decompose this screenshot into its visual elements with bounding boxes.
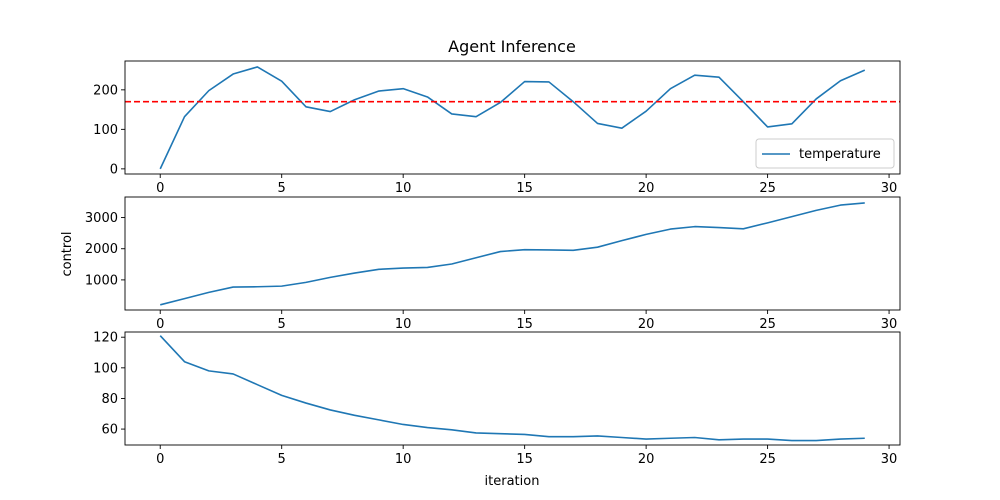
y-tick-label-1-1000: 1000 bbox=[85, 273, 118, 288]
x-tick-label-0-5: 5 bbox=[278, 181, 286, 196]
x-tick-label-1-25: 25 bbox=[759, 317, 776, 332]
y-tick-label-2-120: 120 bbox=[93, 331, 118, 346]
control-axes: 0 5 10 15 20 25 30 1000 2000 3000 bbox=[85, 196, 901, 332]
x-tick-label-0-20: 20 bbox=[638, 181, 655, 196]
x-tick-label-2-25: 25 bbox=[759, 452, 776, 467]
y-tick-label-2-60: 60 bbox=[101, 423, 118, 438]
y-tick-label-1-3000: 3000 bbox=[85, 211, 118, 226]
x-tick-label-2-15: 15 bbox=[516, 452, 533, 467]
y-tick-label-2-100: 100 bbox=[93, 361, 118, 376]
legend-box bbox=[755, 138, 895, 169]
x-tick-label-1-5: 5 bbox=[278, 317, 286, 332]
x-tick-label-1-30: 30 bbox=[881, 317, 898, 332]
axes-frame-0 bbox=[124, 60, 901, 175]
y-tick-label-1-2000: 2000 bbox=[85, 242, 118, 257]
x-tick-label-2-5: 5 bbox=[278, 452, 286, 467]
y-tick-label-0-200: 200 bbox=[93, 83, 118, 98]
x-tick-label-0-0: 0 bbox=[156, 181, 164, 196]
legend-label-temperature: temperature bbox=[799, 147, 881, 162]
x-tick-label-1-0: 0 bbox=[156, 317, 164, 332]
x-tick-label-0-10: 10 bbox=[395, 181, 412, 196]
temperature-plot-area bbox=[125, 66, 900, 170]
series-line-1-0 bbox=[160, 202, 865, 306]
axes-frame-2 bbox=[124, 331, 901, 446]
third-panel: 0 5 10 15 20 25 30 60 80 100 120 iteration bbox=[93, 331, 901, 489]
x-axis-label: iteration bbox=[485, 474, 540, 489]
y-axis-label-control: control bbox=[60, 231, 75, 276]
control-panel: 0 5 10 15 20 25 30 1000 2000 3000 control bbox=[60, 196, 901, 332]
series-line-0-0 bbox=[159, 66, 866, 170]
x-tick-label-2-10: 10 bbox=[395, 452, 412, 467]
temperature-panel: Agent Inference 0 5 10 15 20 25 30 0 100 200 temp… bbox=[93, 37, 901, 196]
temperature-axes: 0 5 10 15 20 25 30 0 100 200 bbox=[93, 60, 901, 196]
y-tick-label-0-0: 0 bbox=[110, 162, 118, 177]
legend: temperature bbox=[755, 138, 895, 169]
y-tick-label-0-100: 100 bbox=[93, 123, 118, 138]
control-plot-area bbox=[160, 202, 865, 306]
x-tick-label-0-25: 25 bbox=[759, 181, 776, 196]
x-tick-label-2-0: 0 bbox=[156, 452, 164, 467]
third-axes: 0 5 10 15 20 25 30 60 80 100 120 bbox=[93, 331, 901, 467]
third-plot-area bbox=[159, 335, 865, 442]
x-tick-label-0-15: 15 bbox=[516, 181, 533, 196]
series-line-2-0 bbox=[159, 335, 865, 442]
x-tick-label-0-30: 30 bbox=[881, 181, 898, 196]
axes-frame-1 bbox=[124, 196, 901, 311]
x-tick-label-1-15: 15 bbox=[516, 317, 533, 332]
x-tick-label-2-20: 20 bbox=[638, 452, 655, 467]
x-tick-label-1-10: 10 bbox=[395, 317, 412, 332]
y-tick-label-2-80: 80 bbox=[101, 392, 118, 407]
chart-title: Agent Inference bbox=[448, 37, 576, 56]
x-tick-label-1-20: 20 bbox=[638, 317, 655, 332]
x-tick-label-2-30: 30 bbox=[881, 452, 898, 467]
